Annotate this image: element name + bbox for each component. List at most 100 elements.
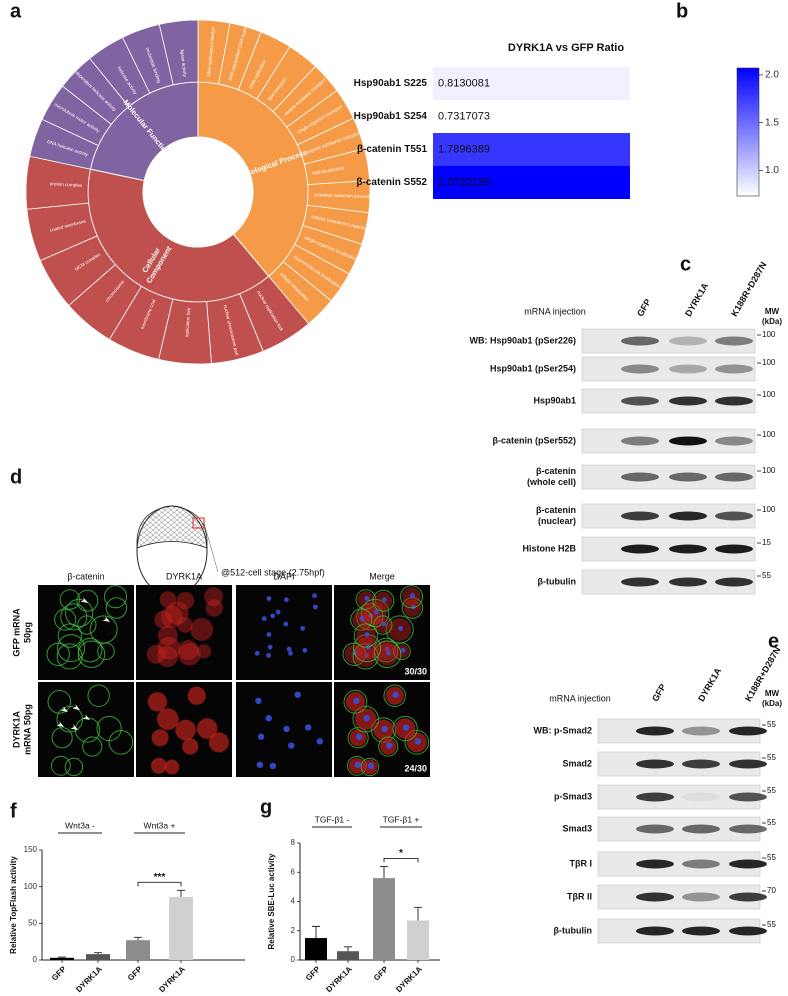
blot-row-label: Smad3 xyxy=(562,823,592,833)
blot-band xyxy=(729,759,767,769)
nucleus xyxy=(275,609,281,615)
mw-label: 100 xyxy=(762,358,776,367)
blot-band xyxy=(621,511,659,521)
blot-row-label: β-catenin xyxy=(536,505,576,515)
catenin-membrane xyxy=(361,598,390,628)
mw-label: 100 xyxy=(762,390,776,399)
blot-band xyxy=(636,726,674,736)
panel-letter: f xyxy=(10,800,17,822)
blot-band xyxy=(682,892,720,902)
dyrk1a-signal xyxy=(190,617,214,641)
group-label: TGF-β1 + xyxy=(383,814,420,824)
cell-value: 0.8130081 xyxy=(438,77,490,89)
dyrk1a-signal xyxy=(204,587,223,607)
catenin-membrane xyxy=(56,634,86,663)
nucleus xyxy=(270,613,276,619)
mw-label: 100 xyxy=(762,466,776,475)
mw-label: 55 xyxy=(762,571,771,580)
catenin-membrane xyxy=(360,757,380,777)
significance-bracket xyxy=(137,881,182,887)
dyrk1a-signal xyxy=(177,617,193,633)
colorbar-tick-label: 1.0 xyxy=(765,165,779,176)
blot-band xyxy=(621,436,659,446)
stage-label: @512-cell stage (2.75hpf) xyxy=(221,567,325,577)
blot-band xyxy=(682,792,720,802)
dyrk1a-signal xyxy=(205,599,224,617)
nucleus xyxy=(304,724,312,731)
blot-band xyxy=(715,336,753,346)
dyrk1a-signal xyxy=(178,639,199,661)
panel-letter: d xyxy=(10,466,22,488)
lane-label: K188R+D287N xyxy=(729,260,768,318)
dyrk1a-signal xyxy=(187,686,206,705)
blot-band xyxy=(682,759,720,769)
nucleus xyxy=(373,609,379,615)
error-bar xyxy=(414,906,422,921)
row-label: mRNA 50pg xyxy=(22,704,32,755)
catenin-membrane xyxy=(77,637,103,663)
panel-letter: c xyxy=(680,253,691,275)
blot-row-label: TβR II xyxy=(567,891,592,901)
lane-label: DYRK1A xyxy=(683,281,710,318)
nucleus xyxy=(363,714,370,722)
nucleus xyxy=(410,593,415,599)
column-header: DAPI xyxy=(273,571,294,581)
lane-label: GFP xyxy=(635,297,653,318)
heatmap-title: DYRK1A vs GFP Ratio xyxy=(508,42,624,54)
blot-row-label: Histone H2B xyxy=(522,543,576,553)
blot-band xyxy=(715,436,753,446)
blot-band xyxy=(715,544,753,554)
nucleus xyxy=(364,596,370,601)
blot-band xyxy=(621,364,659,374)
x-tick-label: GFP xyxy=(126,964,144,982)
error-bar xyxy=(380,865,388,879)
blot-band xyxy=(729,792,767,802)
blot-header: mRNA injection xyxy=(524,306,586,316)
catenin-membrane xyxy=(356,603,384,631)
blot-row-label: β-catenin (pSer552) xyxy=(492,435,576,445)
blot-row-label: Hsp90ab1 xyxy=(533,395,576,405)
mw-label: 55 xyxy=(767,786,776,795)
blot-band xyxy=(669,436,707,446)
blot-band xyxy=(729,726,767,736)
nucleus xyxy=(381,621,387,627)
catenin-membrane xyxy=(77,615,97,635)
nucleus xyxy=(384,646,390,652)
y-tick-label: 4 xyxy=(291,897,296,906)
nucleus xyxy=(382,597,387,603)
catenin-membrane xyxy=(353,623,379,648)
heatmap-cell xyxy=(433,100,630,133)
catenin-membrane xyxy=(103,585,128,609)
row-label: 50pg xyxy=(22,622,32,643)
blot-row-label: (nuclear) xyxy=(538,516,576,526)
blot-row-label: β-tubulin xyxy=(554,925,592,935)
nucleus xyxy=(283,621,289,627)
mw-label: 70 xyxy=(767,886,776,895)
term-label: oxidation-reduction process xyxy=(314,192,371,199)
blot-row-label: β-catenin xyxy=(536,466,576,476)
arrowhead xyxy=(56,721,64,727)
term-label: DNA replication initiation xyxy=(206,26,216,76)
blot-band xyxy=(715,577,753,587)
panel-letter: e xyxy=(768,630,779,652)
nucleus xyxy=(300,626,306,631)
bar xyxy=(169,896,193,960)
mw-label: 100 xyxy=(762,505,776,514)
blot-row-label: (whole cell) xyxy=(527,477,576,487)
x-tick-label: GFP xyxy=(50,964,68,982)
row-label: β-catenin S552 xyxy=(356,177,427,188)
blot-strip xyxy=(581,428,756,454)
y-tick-label: 0 xyxy=(291,955,296,964)
arrowhead xyxy=(82,714,90,720)
group-label: Wnt3a - xyxy=(65,820,95,830)
y-tick-label: 150 xyxy=(24,845,38,854)
dyrk1a-signal xyxy=(147,692,168,712)
micrograph xyxy=(136,585,232,680)
group-label: TGF-β1 - xyxy=(315,814,350,824)
error-bar xyxy=(312,925,320,939)
lane-label: GFP xyxy=(650,682,668,703)
heatmap-cell xyxy=(433,166,630,199)
nucleus xyxy=(294,691,301,698)
arrowhead xyxy=(70,724,78,730)
